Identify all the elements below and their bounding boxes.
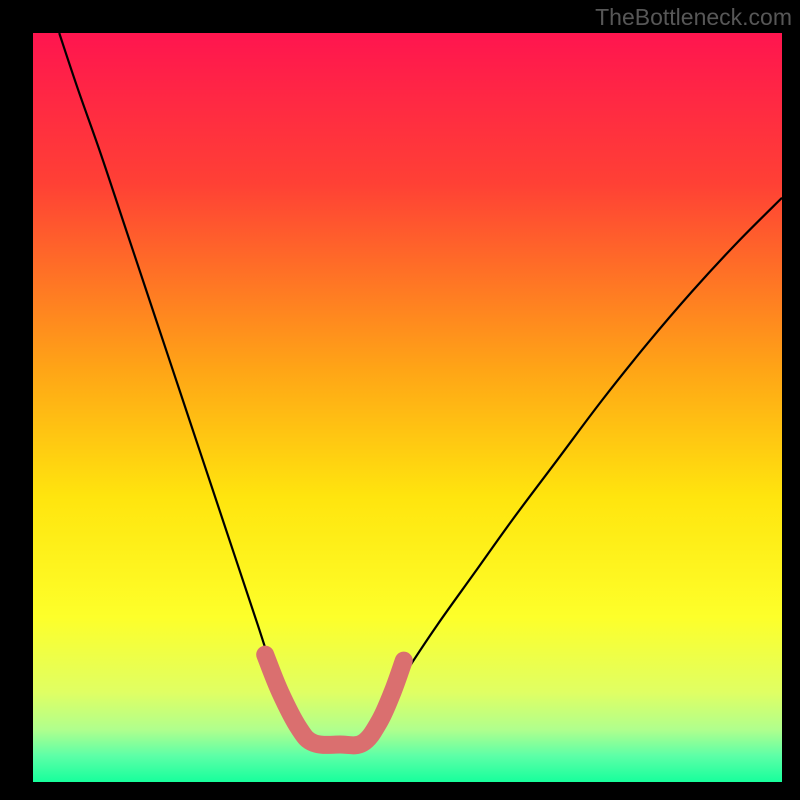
chart-container: TheBottleneck.com — [0, 0, 800, 800]
watermark-text: TheBottleneck.com — [595, 4, 792, 31]
chart-svg — [0, 0, 800, 800]
